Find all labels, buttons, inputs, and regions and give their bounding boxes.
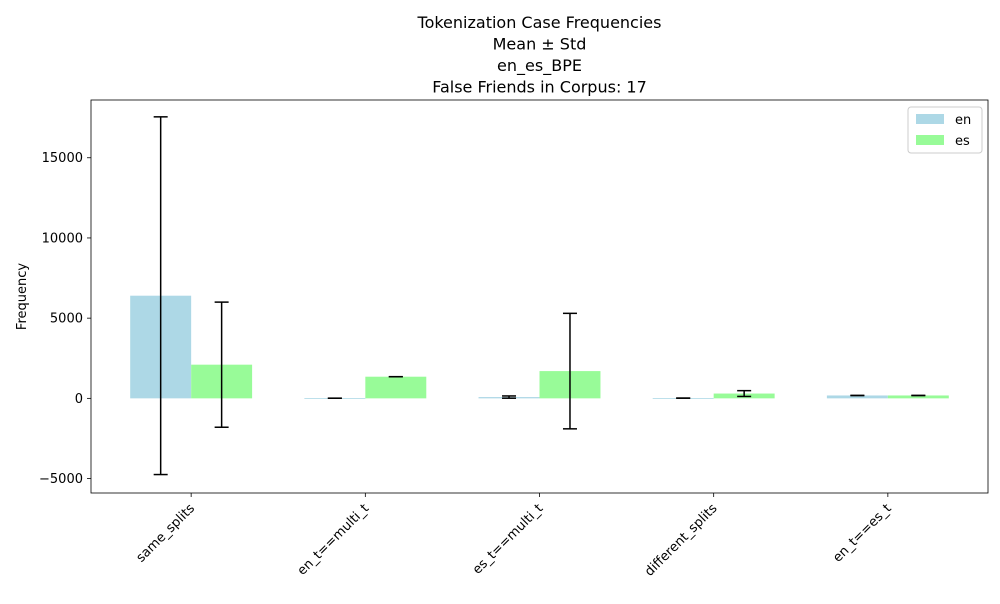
plot-frame (90, 99, 989, 494)
bar-es-en_t==es_t (887, 395, 949, 399)
bar-en-en_t==es_t (826, 395, 888, 399)
x-tick-label: es_t==multi_t (470, 501, 546, 577)
chart-title-line: False Friends in Corpus: 17 (432, 78, 647, 97)
x-tick-label: different_splits (642, 501, 721, 580)
x-tick-label: en_t==multi_t (295, 501, 372, 578)
legend-label-es: es (955, 134, 970, 149)
legend-label-en: en (955, 113, 971, 128)
chart-title-line: en_es_BPE (497, 56, 582, 76)
y-tick-label: 0 (75, 392, 83, 407)
x-tick-label: en_t==es_t (830, 501, 894, 565)
chart-title-line: Mean ± Std (493, 35, 587, 54)
legend-swatch-es (916, 135, 944, 145)
x-tick-label: same_splits (134, 501, 199, 566)
chart-title-line: Tokenization Case Frequencies (417, 13, 662, 32)
y-tick-label: 5000 (50, 312, 83, 327)
y-tick-label: 15000 (42, 151, 83, 166)
legend-swatch-en (916, 114, 944, 124)
y-axis-label: Frequency (15, 263, 30, 330)
y-tick-label: −5000 (39, 472, 83, 487)
y-tick-label: 10000 (42, 231, 83, 246)
bar-es-en_t==multi_t (365, 376, 427, 399)
